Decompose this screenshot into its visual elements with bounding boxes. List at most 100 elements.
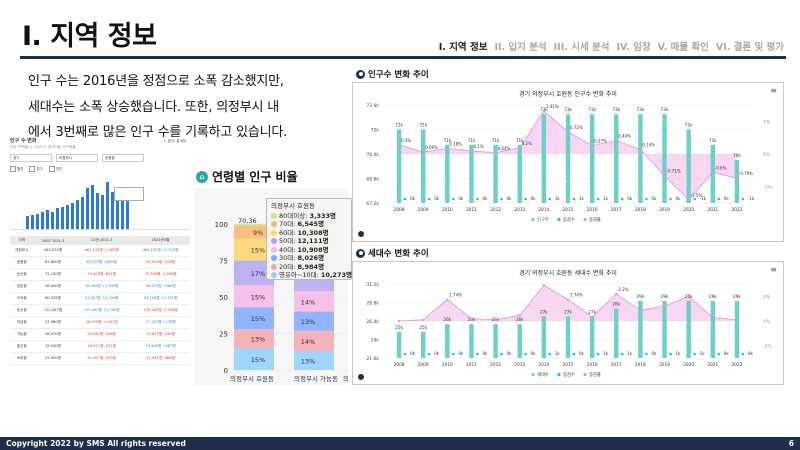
change-count-dot (476, 352, 479, 356)
legend-marker (583, 372, 587, 377)
province-select[interactable]: 경기 (10, 154, 52, 162)
table-header: 2005 2021.3 (33, 236, 73, 245)
value-bar (421, 129, 426, 203)
source-link[interactable]: + 출처: 통계청 (163, 139, 186, 143)
y-tick-label: 28.8k (366, 301, 379, 307)
section-nav: I. 지역 정보 II. 입지 분석 III. 시세 분석 IV. 임장 V. … (439, 39, 784, 53)
rate-label: 0.2% (522, 141, 532, 146)
dong-select[interactable]: 호원동 (102, 154, 144, 162)
change-count-dot (596, 197, 600, 201)
rate-point (446, 298, 449, 301)
period-monthly[interactable]: 월간 (10, 166, 23, 172)
x-tick-label: 2021 (707, 207, 718, 213)
city-select[interactable]: 의정부시 (56, 154, 98, 162)
bar-label: 71k (516, 138, 524, 143)
legend-label: 증감률 (589, 216, 601, 223)
change-count-label: 1k (603, 351, 609, 356)
change-count-label: 0k (507, 196, 513, 201)
value-bar (686, 300, 691, 358)
table-row: 신곡동 80,378명 91,007명 +2,209명 93,158명 +2,151명 (10, 292, 190, 305)
legend-dot (271, 238, 277, 244)
bar-label: 72k (685, 123, 693, 128)
change-count-dot (548, 197, 552, 201)
mini-bar (51, 212, 54, 229)
table-cell: 21,957명 -543명 (72, 352, 132, 365)
mini-bar (91, 184, 94, 229)
chart-menu-icon[interactable]: ≡ (770, 86, 777, 95)
table-cell: 70,300명 -1,009명 (131, 268, 190, 281)
x-tick-label: 2019 (659, 207, 670, 213)
chart-menu-icon[interactable]: ≡ (770, 265, 777, 274)
table-cell: 62,800명 (33, 256, 73, 269)
table-cell: 25,817명 -145명 (131, 328, 190, 341)
change-count-label: 0k (410, 196, 416, 201)
household-section-title: 세대수 변화 추이 (356, 247, 429, 259)
table-cell: 의정부시 (10, 245, 34, 257)
bar-label: 73k (564, 107, 572, 112)
value-bar (396, 331, 402, 358)
value-bar (589, 114, 595, 203)
legend-dot (271, 246, 277, 253)
period-quarterly[interactable]: 분기 (29, 166, 42, 172)
page-title: I. 지역 정보 (22, 21, 157, 52)
y-tick-label: 26.4k (366, 319, 379, 325)
y2-tick-label: 0% (763, 152, 771, 158)
rate-point (687, 198, 690, 202)
table-cell: 27,157명 +178명 (131, 316, 190, 329)
x-tick-label: 2010 (442, 207, 453, 213)
bar-label: 73k (612, 107, 620, 112)
rate-label: 0.72% (570, 125, 583, 130)
nav-item-visit[interactable]: IV. 임장 (616, 42, 651, 53)
mini-bar (46, 209, 49, 229)
table-cell: 464,102명 +1,519명 (131, 245, 190, 257)
x-tick-label: 2013 (514, 362, 525, 368)
y-tick-label: 50 (219, 294, 228, 302)
segment-label: 15% (251, 356, 265, 364)
legend-marker (557, 217, 561, 222)
nav-item-price[interactable]: III. 시세 분석 (553, 42, 610, 53)
tooltip-row: 30대: 8,026명 (271, 254, 347, 263)
copyright-text: Copyright 2022 by SMS All rights reserve… (6, 439, 186, 448)
table-header: 2021년3월 (131, 236, 190, 245)
change-count-label: 0k (410, 351, 416, 356)
mini-bar (126, 190, 129, 229)
period-yearly[interactable]: 연간 (49, 166, 62, 172)
change-count-dot (741, 197, 745, 201)
rate-label: 1.74% (449, 293, 462, 298)
total-label: 70,36 (238, 217, 257, 225)
table-row: 흥선동 19,540명 18,071명 -371명 19,560명 +887명 (10, 340, 190, 353)
tooltip-label: 50대: (279, 237, 298, 245)
nav-item-listing[interactable]: V. 매물 확인 (657, 42, 709, 53)
nav-item-conclusion[interactable]: VI. 결론 및 평가 (715, 42, 784, 53)
table-cell: 28,345명 +1,945명 (72, 280, 132, 293)
rate-label: 0.06% (425, 145, 438, 150)
household-chart-svg: 31.2k 28.8k 26.4k 24k 21.6k 2% 0% -2% 25k 0k 2008 2… (366, 282, 772, 378)
change-count-dot (476, 197, 479, 201)
segment-label: 13% (301, 318, 315, 326)
change-count-label: 0k (627, 196, 633, 201)
y-tick-label: 72k (371, 128, 380, 134)
x-tick-label: 2022 (731, 362, 742, 368)
rate-label: 0.18% (449, 141, 462, 146)
change-count-dot (645, 197, 648, 201)
value-bar (541, 114, 547, 203)
population-chart-card: 경기 의정부시 호원동 인구수 변화 추이 ≡ 73.6k 72k 70.4k 68.… (352, 82, 784, 242)
nav-item-region[interactable]: I. 지역 정보 (438, 42, 488, 53)
y-tick-label: 75 (219, 258, 228, 266)
mini-bar (71, 202, 74, 229)
y-tick-label: 100 (215, 221, 228, 229)
title-divider (20, 56, 786, 59)
tooltip-label: 영유아~10대: (279, 271, 321, 279)
bar-label: 73k (588, 107, 596, 112)
age-segment (294, 311, 334, 331)
table-cell: 신곡동 (10, 292, 34, 305)
nav-item-location[interactable]: II. 입지 분석 (494, 42, 547, 53)
change-count-dot (500, 352, 503, 356)
mini-bar (116, 186, 119, 229)
change-count-label: 1k (627, 351, 633, 356)
table-cell: 91,007명 +2,209명 (72, 292, 132, 305)
change-count-dot (717, 352, 721, 356)
segment-label: 17% (251, 270, 265, 278)
change-count-dot (693, 352, 696, 356)
rate-point (494, 318, 497, 321)
